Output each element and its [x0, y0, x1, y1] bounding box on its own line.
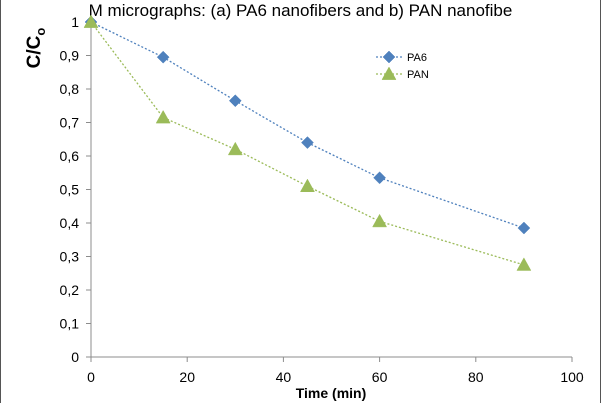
- data-point-pan: [372, 213, 388, 228]
- x-tick-label: 80: [468, 369, 484, 385]
- series-line-pan: [90, 21, 525, 266]
- series-pa6: [84, 15, 531, 235]
- y-tick-label: 0,4: [60, 215, 80, 231]
- series-line-pa6: [90, 21, 525, 229]
- x-tick-label: 0: [87, 369, 95, 385]
- data-point-pa6: [517, 221, 531, 235]
- data-point-pan: [155, 109, 171, 124]
- figure-caption: M micrographs: (a) PA6 nanofibers and b)…: [88, 1, 513, 20]
- legend-marker: [381, 66, 397, 80]
- legend-label: PAN: [407, 69, 429, 81]
- y-tick-label: 0,2: [60, 282, 80, 298]
- data-point-pa6: [301, 136, 314, 149]
- x-tick-label: 60: [372, 369, 388, 385]
- legend-marker: [382, 50, 396, 64]
- x-ticks: 0 20 40 60 80 100: [87, 357, 584, 385]
- y-tick-label: 1: [71, 14, 79, 30]
- data-point-pan: [227, 141, 243, 156]
- y-tick-label: 0,3: [60, 249, 80, 265]
- data-point-pa6: [228, 94, 242, 108]
- legend-item-pan: PAN: [376, 66, 429, 81]
- y-axis-label-sub: o: [33, 28, 48, 36]
- y-tick-label: 0,6: [60, 148, 80, 164]
- x-tick-label: 40: [276, 369, 292, 385]
- y-tick-label: 0,8: [60, 81, 80, 97]
- legend-item-pa6: PA6: [376, 50, 427, 64]
- y-ticks: 0 0,1 0,2 0,3 0,4 0,5 0,6 0,7 0,8 0,9 1: [60, 14, 91, 365]
- series-layer: [83, 14, 532, 271]
- y-tick-label: 0,9: [60, 48, 80, 64]
- x-axis-label: Time (min): [296, 385, 367, 401]
- data-point-pan: [300, 178, 315, 192]
- axes: [90, 22, 572, 358]
- x-tick-label: 100: [560, 369, 584, 385]
- y-axis-label: C/Co: [24, 28, 48, 69]
- data-point-pa6: [373, 171, 386, 185]
- series-pan: [83, 14, 532, 271]
- data-point-pa6: [156, 50, 170, 64]
- y-tick-label: 0: [71, 349, 79, 365]
- y-tick-label: 0,5: [60, 182, 80, 198]
- x-tick-label: 20: [179, 369, 195, 385]
- data-point-pan: [516, 257, 532, 271]
- data-point-pan: [83, 14, 99, 28]
- y-tick-label: 0,1: [60, 316, 80, 332]
- y-axis-label-main: C/C: [24, 35, 45, 68]
- y-tick-label: 0,7: [60, 115, 80, 131]
- legend-label: PA6: [407, 52, 427, 64]
- legend: PA6 PAN: [376, 50, 429, 81]
